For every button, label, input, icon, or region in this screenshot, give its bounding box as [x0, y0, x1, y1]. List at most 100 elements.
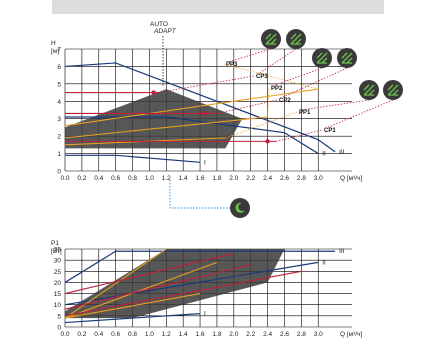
x-tick-label: 2.8: [297, 175, 306, 182]
y-tick-label: 6: [57, 64, 61, 71]
series-line-ii: [65, 116, 319, 155]
y-tick-label: 25: [54, 269, 62, 276]
x-tick-label: 2.6: [280, 175, 289, 182]
x-tick-label: 1.0: [145, 331, 154, 338]
auto-label: AUTO: [150, 21, 168, 28]
x-tick-label: 3.0: [314, 175, 323, 182]
series-callout-pp2: [267, 87, 270, 117]
top-chart-series: [64, 62, 336, 163]
y-tick-label: 4: [57, 99, 61, 106]
night-callout: [169, 180, 230, 209]
y-tick-label: 35: [54, 247, 62, 254]
operating-region: [65, 89, 243, 149]
icon-glyph: [316, 52, 328, 64]
icon-callout: [300, 99, 370, 111]
x-tick-label: 1.2: [162, 175, 171, 182]
series-line-pp2: [64, 116, 268, 139]
icon-glyph: [363, 84, 375, 96]
bottom-chart-region: [65, 249, 285, 319]
series-line-cp3: [64, 252, 234, 295]
y-tick-label: 0: [57, 169, 61, 176]
x-tick-label: 1.4: [179, 331, 188, 338]
x-tick-label: 1.6: [196, 331, 205, 338]
x-tick-label: 0.2: [77, 331, 86, 338]
icon-callout: [257, 48, 297, 75]
series-label-iii: III: [339, 248, 345, 255]
x-tick-label: 1.2: [162, 331, 171, 338]
x-tick-label: 0.8: [128, 331, 137, 338]
y-tick-label: 2: [57, 134, 61, 141]
operating-region: [65, 249, 285, 319]
y-tick-label: 0: [57, 325, 61, 332]
icon-bg: [230, 198, 250, 218]
series-label-iii: III: [339, 149, 345, 156]
series-callout-pp1: [225, 111, 298, 139]
series-label-pp3: PP3: [226, 62, 238, 68]
y-tick-label: 3: [57, 116, 61, 123]
x-tick-label: 1.8: [212, 175, 221, 182]
x-tick-label: 0.4: [94, 331, 103, 338]
series-line-iii: [64, 62, 336, 153]
curve-mode-icon: [337, 48, 357, 68]
moon-glyph: [235, 202, 245, 213]
bottom-chart-series: [64, 248, 336, 324]
icon-callout: [280, 67, 348, 99]
series-label-ii: II: [322, 259, 326, 266]
y-tick-label: 10: [54, 302, 62, 309]
series-label-ii: II: [322, 151, 326, 158]
y-tick-label: 1: [57, 151, 61, 158]
x-tick-label: 0.6: [111, 175, 120, 182]
series-label-cp3: CP3: [256, 74, 268, 80]
series-label-i: I: [204, 159, 206, 166]
series-callout-cp3: [157, 75, 255, 93]
icon-callout: [227, 48, 272, 63]
callouts: PP3 PP2 PP1 CP3 CP2 CP1: [157, 36, 394, 209]
series-label-pp2: PP2: [271, 86, 283, 92]
series-callout-cp1: [275, 129, 323, 142]
curve-mode-icon: [312, 48, 332, 68]
series-line-cp2: [64, 264, 251, 310]
icon-glyph: [341, 52, 353, 64]
series-line-pp2: [64, 261, 218, 319]
x-tick-label: 0.2: [77, 175, 86, 182]
x-tick-label: 0.6: [111, 331, 120, 338]
x-tick-label: 1.8: [212, 331, 221, 338]
x-tick-label: 2.2: [246, 175, 255, 182]
series-line-pp3: [64, 248, 167, 319]
curve-mode-icon: [286, 29, 306, 49]
y-axis-unit: [Вт]: [51, 248, 62, 255]
adapt-label: ADAPT: [153, 28, 177, 35]
x-tick-label: 0.0: [60, 331, 69, 338]
series-line-pp3: [64, 88, 319, 127]
series-label-cp1: CP1: [324, 128, 336, 134]
icon-glyph: [265, 33, 277, 45]
x-tick-label: 2.8: [297, 331, 306, 338]
y-tick-label: 20: [54, 280, 62, 287]
y-axis-label: H: [51, 40, 56, 47]
series-line-iii: [64, 250, 336, 283]
series-line-i: [64, 313, 201, 324]
series-line-pp1: [64, 293, 201, 319]
y-tick-label: 5: [57, 81, 61, 88]
curve-mode-icon: [261, 29, 281, 49]
header-band: [52, 0, 384, 14]
x-tick-label: 1.0: [145, 175, 154, 182]
top-chart-region: [65, 89, 243, 149]
y-axis-unit: [м]: [51, 48, 59, 55]
night-mode-icon: [230, 198, 250, 218]
x-tick-label: 0.8: [128, 175, 137, 182]
x-tick-label: 2.0: [229, 175, 238, 182]
bottom-chart-ticks: 0.0 0.2 0.4 0.6 0.8 1.0 1.2 1.4 1.6 1.8 2.0 2.2 2.4 2…: [54, 247, 323, 339]
series-line-cp1: [64, 270, 302, 317]
mode-icons: [230, 29, 403, 218]
series-line-ii: [64, 261, 319, 306]
x-tick-label: 2.2: [246, 331, 255, 338]
x-tick-label: 2.0: [229, 331, 238, 338]
series-line-i: [65, 154, 201, 163]
x-tick-label: 2.4: [263, 175, 272, 182]
icon-callout: [325, 99, 394, 129]
top-chart-ticks: 0.0 0.2 0.4 0.6 0.8 1.0 1.2 1.4 1.6 1.8 2.0 2.2 2.4 2…: [57, 47, 323, 183]
icon-glyph: [290, 33, 302, 45]
